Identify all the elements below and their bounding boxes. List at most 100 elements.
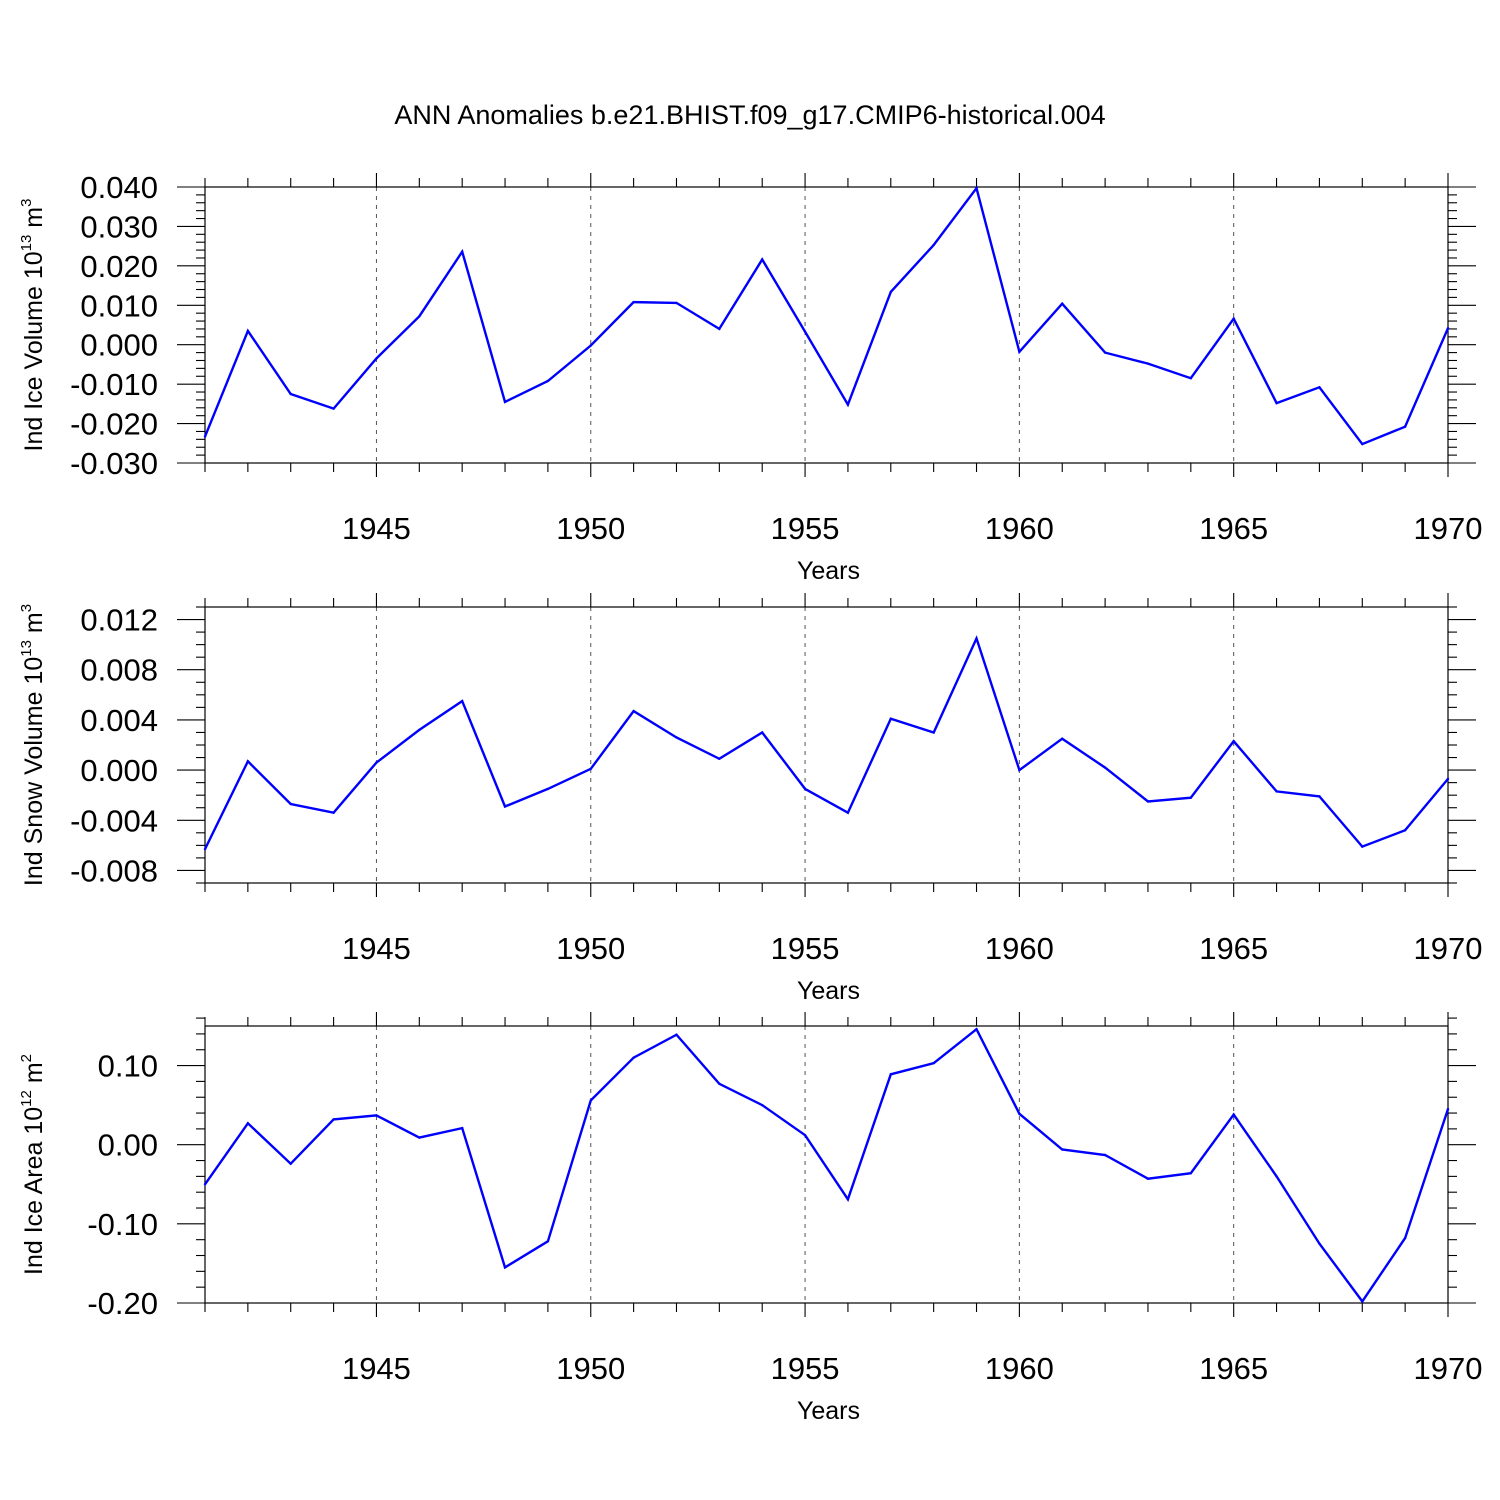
data-point: [1361, 845, 1364, 848]
data-point: [1446, 777, 1450, 781]
data-point: [1403, 1236, 1407, 1240]
chart-title: ANN Anomalies b.e21.BHIST.f09_g17.CMIP6-…: [394, 100, 1105, 130]
y-tick-label: 0.030: [80, 209, 158, 244]
y-tick-label: 0.020: [80, 249, 158, 284]
x-tick-label: 1955: [771, 931, 840, 966]
data-point: [332, 811, 335, 814]
y-axis-label: Ind Ice Area 1012 m2: [18, 1054, 48, 1275]
plot-frame: [204, 186, 1449, 464]
data-point: [846, 1198, 850, 1201]
y-tick-label: 0.010: [80, 288, 158, 323]
y-tick-label: 0.008: [80, 653, 158, 688]
data-point: [1361, 442, 1364, 446]
data-point: [332, 1118, 335, 1121]
y-tick-label: 0.000: [80, 753, 158, 788]
data-point: [1275, 1175, 1278, 1178]
data-point: [1232, 740, 1235, 743]
data-point: [1061, 1148, 1064, 1151]
data-point: [932, 731, 935, 734]
x-axis-label: Years: [797, 977, 860, 1005]
y-axis-label-unit: m: [20, 612, 48, 640]
data-point: [975, 637, 978, 640]
x-tick-label: 1960: [985, 511, 1054, 546]
data-point: [761, 731, 764, 734]
data-point: [675, 1033, 678, 1036]
data-point: [1232, 1113, 1235, 1116]
x-axis-label: Years: [797, 1397, 860, 1425]
x-tick-label: 1965: [1199, 931, 1268, 966]
data-point: [1446, 326, 1450, 330]
data-point: [332, 407, 335, 410]
data-point: [718, 757, 721, 760]
data-point: [761, 258, 764, 261]
data-point: [503, 400, 507, 404]
x-tick-label: 1950: [556, 1351, 625, 1386]
y-axis-label-main: Ind Ice Volume 10: [20, 251, 48, 451]
data-point: [761, 1103, 764, 1107]
data-point: [546, 787, 550, 791]
y-axis-label-unit: m: [20, 207, 48, 235]
x-axis-label: Years: [797, 557, 860, 585]
data-point: [1275, 401, 1278, 405]
data-point: [589, 1099, 592, 1102]
data-point: [589, 344, 592, 347]
data-point: [803, 1134, 807, 1137]
data-point: [975, 186, 978, 190]
data-point: [1403, 829, 1407, 832]
data-point: [246, 329, 250, 333]
series-line-3: [204, 1027, 1450, 1304]
y-tick-label: -0.008: [70, 853, 158, 888]
data-point: [375, 1114, 378, 1117]
data-point: [632, 300, 635, 304]
y-tick-label: 0.10: [98, 1049, 158, 1084]
data-point: [203, 435, 207, 438]
data-point: [932, 243, 935, 247]
data-point: [675, 736, 678, 739]
data-point: [503, 805, 507, 808]
data-point: [632, 709, 635, 713]
x-tick-label: 1945: [342, 931, 411, 966]
data-point: [1318, 795, 1321, 798]
x-tick-label: 1945: [342, 511, 411, 546]
x-tick-label: 1970: [1414, 511, 1483, 546]
data-point: [418, 315, 421, 318]
data-point: [1403, 425, 1407, 428]
data-point: [289, 1162, 292, 1165]
x-tick-label: 1960: [985, 1351, 1054, 1386]
y-axis-label-main: Ind Snow Volume 10: [20, 657, 48, 886]
y-tick-label: 0.000: [80, 328, 158, 363]
y-tick-label: -0.10: [87, 1207, 158, 1242]
y-axis-label-exponent: 13: [18, 235, 35, 252]
data-point: [889, 1073, 892, 1076]
data-point: [1189, 377, 1193, 380]
y-tick-label: 0.012: [80, 603, 158, 638]
panels: 1945 1950 1955 1960 1965 1970 -0.030 -0.020 -0.0…: [18, 170, 1482, 1425]
data-point: [1146, 1177, 1150, 1180]
data-point: [1446, 1107, 1450, 1111]
y-axis-label-unit-exponent: 3: [18, 604, 35, 612]
data-point: [718, 327, 721, 331]
data-point: [889, 717, 892, 720]
data-point: [1018, 350, 1021, 354]
data-point: [1146, 362, 1150, 365]
x-tick-label: 1960: [985, 931, 1054, 966]
data-point: [375, 761, 378, 764]
y-tick-label: 0.004: [80, 703, 158, 738]
data-point: [1103, 766, 1107, 769]
data-point: [503, 1266, 507, 1269]
data-point: [889, 290, 892, 294]
x-tick-label: 1950: [556, 931, 625, 966]
x-tick-label: 1955: [771, 511, 840, 546]
data-point: [975, 1027, 978, 1031]
data-point: [1103, 1153, 1107, 1157]
y-tick-label: -0.030: [70, 446, 158, 481]
data-point: [460, 1126, 464, 1130]
data-point: [1318, 1242, 1321, 1245]
data-point: [246, 760, 250, 763]
panel-2: 1945 1950 1955 1960 1965 1970 -0.008 -0.004 0.00…: [18, 593, 1482, 1005]
data-point: [546, 379, 550, 383]
y-axis-label-exponent: 12: [18, 1090, 35, 1107]
data-point: [418, 728, 421, 732]
plot-frame: [204, 606, 1449, 884]
data-point: [203, 1183, 207, 1186]
